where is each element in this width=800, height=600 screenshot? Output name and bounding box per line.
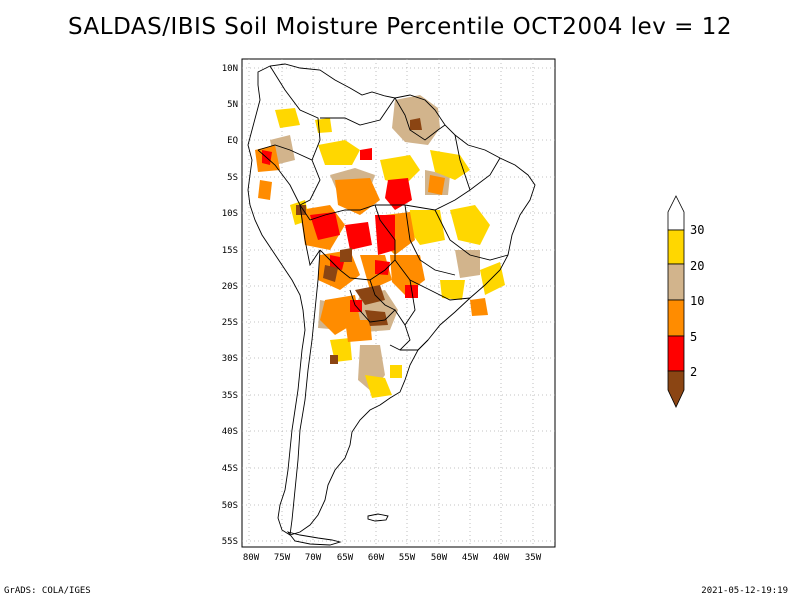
- border-brazil-states-5: [454, 134, 471, 191]
- lon-tick: 55W: [399, 553, 416, 563]
- legend-label: 30: [690, 223, 704, 237]
- border-peru-chile: [299, 204, 321, 267]
- coastline: [247, 63, 536, 536]
- lat-tick: 55S: [222, 537, 238, 547]
- legend-labels: 30 20 10 5 2: [690, 223, 704, 379]
- coastline-and-borders: [247, 63, 536, 546]
- lat-tick: 10S: [222, 209, 238, 219]
- footer-credit: GrADS: COLA/IGES: [4, 586, 91, 596]
- lat-tick: 40S: [222, 427, 238, 437]
- legend-swatch-below-2: [667, 370, 685, 408]
- lon-tick: 60W: [368, 553, 385, 563]
- legend-swatch-above-30: [667, 195, 685, 231]
- lat-tick: 20S: [222, 282, 238, 292]
- color-legend: [667, 195, 685, 408]
- lon-tick: 75W: [274, 553, 291, 563]
- lat-tick: 50S: [222, 501, 238, 511]
- lon-tick: 70W: [305, 553, 322, 563]
- border-uruguay: [400, 339, 429, 351]
- lon-tick: 65W: [337, 553, 354, 563]
- lat-tick: 10N: [222, 64, 238, 74]
- lon-tick: 80W: [243, 553, 260, 563]
- border-paraguay: [349, 279, 396, 323]
- border-ecuador-peru: [257, 149, 301, 206]
- legend-swatch-2-5: [667, 335, 685, 372]
- legend-label: 2: [690, 365, 697, 379]
- longitude-ticks: 80W 75W 70W 65W 60W 55W 50W 45W 40W 35W: [243, 553, 542, 563]
- lat-tick: 25S: [222, 318, 238, 328]
- legend-label: 10: [690, 294, 704, 308]
- lat-tick: 30S: [222, 354, 238, 364]
- lat-tick: EQ: [227, 136, 238, 146]
- border-venezuela: [320, 97, 396, 126]
- lon-tick: 50W: [431, 553, 448, 563]
- legend-swatch-10-20: [667, 263, 685, 301]
- border-chile-argentina: [289, 249, 321, 536]
- border-argentina-brazil: [389, 309, 411, 351]
- lon-tick: 40W: [493, 553, 510, 563]
- lat-tick: 45S: [222, 464, 238, 474]
- legend-swatch-20-30: [667, 229, 685, 265]
- lat-tick: 5S: [227, 173, 238, 183]
- border-colombia: [257, 65, 321, 161]
- legend-label: 20: [690, 259, 704, 273]
- lon-tick: 35W: [525, 553, 542, 563]
- lat-tick: 15S: [222, 246, 238, 256]
- latitude-ticks: 10N 5N EQ 5S 10S 15S 20S 25S 30S 35S 40S…: [222, 64, 238, 547]
- border-peru-brazil: [299, 159, 321, 221]
- border-brazil-states-3: [434, 209, 509, 261]
- legend-label: 5: [690, 330, 697, 344]
- border-brazil-states-6: [404, 279, 416, 326]
- lat-tick: 5N: [227, 100, 238, 110]
- footer-timestamp: 2021-05-12-19:19: [701, 586, 788, 596]
- border-brazil-states-2: [404, 204, 456, 276]
- border-bolivia: [309, 204, 396, 281]
- legend-swatch-5-10: [667, 299, 685, 337]
- lat-tick: 35S: [222, 391, 238, 401]
- lon-tick: 45W: [462, 553, 479, 563]
- map-title: SALDAS/IBIS Soil Moisture Percentile OCT…: [68, 14, 732, 40]
- border-guianas: [394, 97, 446, 141]
- shade-below-2: [296, 118, 422, 364]
- border-brazil-states-4: [394, 259, 471, 301]
